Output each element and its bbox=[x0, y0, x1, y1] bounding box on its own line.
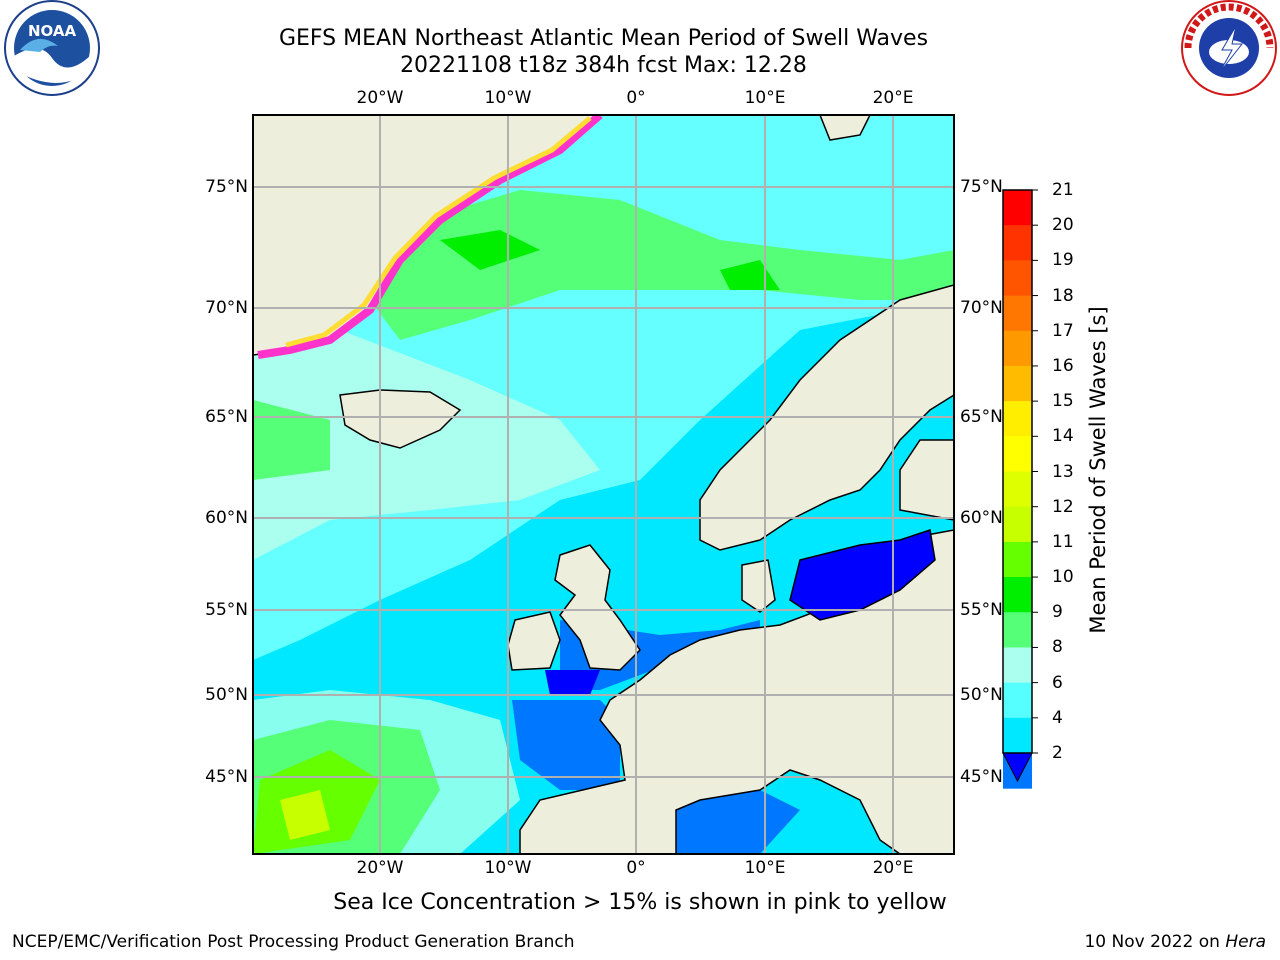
colorbar-segment bbox=[1003, 577, 1032, 613]
colorbar-tick-label: 14 bbox=[1052, 426, 1074, 447]
lat-label: 60°N bbox=[960, 508, 1003, 528]
great-britain bbox=[554, 544, 641, 671]
lon-label: 20°W bbox=[356, 858, 404, 878]
lon-label: 0° bbox=[626, 858, 646, 878]
lat-label: 50°N bbox=[205, 685, 248, 705]
colorbar-tick-label: 19 bbox=[1052, 250, 1074, 271]
colorbar-tick-label: 18 bbox=[1052, 285, 1074, 306]
colorbar-segment bbox=[1003, 225, 1032, 261]
colorbar-segment bbox=[1003, 401, 1032, 437]
sea-ice-edge bbox=[257, 115, 603, 359]
colorbar-segment bbox=[1003, 330, 1032, 367]
host-name: Hera bbox=[1225, 932, 1266, 952]
colorbar-tick-label: 20 bbox=[1052, 215, 1074, 236]
lat-label: 50°N bbox=[960, 685, 1003, 705]
sea-ice-edge-yellow bbox=[285, 116, 592, 348]
iceland bbox=[339, 389, 462, 449]
colorbar-segment bbox=[1003, 541, 1032, 578]
map-area bbox=[253, 115, 954, 854]
colorbar-tick-label: 21 bbox=[1052, 180, 1074, 200]
lat-label: 70°N bbox=[205, 298, 248, 318]
lon-label: 20°W bbox=[356, 88, 404, 108]
swell-band-2s-irish-sea bbox=[545, 670, 600, 695]
colorbar-tick-label: 10 bbox=[1052, 567, 1074, 588]
lon-label: 0° bbox=[626, 88, 646, 108]
graticule bbox=[253, 115, 954, 854]
colorbar-tick-label: 15 bbox=[1052, 391, 1074, 412]
colorbar-segment bbox=[1003, 612, 1032, 648]
colorbar-tick-label: 11 bbox=[1052, 531, 1074, 552]
svg-text:NOAA: NOAA bbox=[28, 22, 77, 40]
lon-label: 20°E bbox=[872, 88, 914, 108]
lon-label: 10°W bbox=[484, 858, 532, 878]
swell-band-10s-north bbox=[440, 230, 780, 290]
swell-band-9s-west bbox=[253, 400, 330, 480]
swell-band-4s-biscay bbox=[512, 700, 620, 790]
denmark bbox=[741, 559, 776, 613]
credit-text: NCEP/EMC/Verification Post Processing Pr… bbox=[12, 932, 575, 952]
colorbar bbox=[1003, 190, 1032, 789]
colorbar-segment bbox=[1003, 471, 1032, 508]
colorbar-segment bbox=[1003, 190, 1032, 226]
colorbar-tick-label: 2 bbox=[1052, 743, 1063, 763]
colorbar-segment bbox=[1003, 647, 1032, 684]
colorbar-tick-label: 9 bbox=[1052, 602, 1063, 623]
nws-logo bbox=[1181, 0, 1277, 96]
lon-label: 10°E bbox=[744, 858, 786, 878]
colorbar-tick-label: 17 bbox=[1052, 320, 1074, 341]
swell-band-9s-north bbox=[370, 190, 954, 340]
lat-label: 75°N bbox=[960, 177, 1003, 197]
colorbar-segment bbox=[1003, 682, 1032, 719]
sea-ice-note: Sea Ice Concentration > 15% is shown in … bbox=[333, 890, 947, 915]
date-text: 10 Nov 2022 on bbox=[1084, 932, 1226, 952]
colorbar-segment bbox=[1003, 717, 1032, 754]
chart-title: GEFS MEAN Northeast Atlantic Mean Period… bbox=[278, 26, 929, 51]
ireland bbox=[507, 611, 561, 671]
lat-label: 55°N bbox=[205, 600, 248, 620]
lat-label: 60°N bbox=[205, 508, 248, 528]
colorbar-segment bbox=[1003, 506, 1032, 543]
colorbar-tick-label: 16 bbox=[1052, 355, 1074, 376]
lat-label: 65°N bbox=[205, 407, 248, 427]
colorbar-label: Mean Period of Swell Waves [s] bbox=[1086, 306, 1110, 634]
colorbar-segment bbox=[1003, 365, 1032, 402]
colorbar-segment bbox=[1003, 260, 1032, 297]
lon-label: 10°W bbox=[484, 88, 532, 108]
lat-label: 70°N bbox=[960, 298, 1003, 318]
finland-russia bbox=[899, 439, 954, 521]
lon-label: 10°E bbox=[744, 88, 786, 108]
lat-label: 75°N bbox=[205, 177, 248, 197]
colorbar-tick-label: 8 bbox=[1052, 637, 1063, 658]
date-line: 10 Nov 2022 on Hera bbox=[1084, 932, 1266, 952]
lon-label: 20°E bbox=[872, 858, 914, 878]
swell-band-8s bbox=[253, 330, 600, 560]
lat-label: 65°N bbox=[960, 407, 1003, 427]
colorbar-segment bbox=[1003, 295, 1032, 332]
chart-subtitle: 20221108 t18z 384h fcst Max: 12.28 bbox=[400, 53, 807, 78]
noaa-logo: NOAA bbox=[4, 0, 100, 96]
colorbar-tick-label: 6 bbox=[1052, 672, 1063, 693]
lat-label: 55°N bbox=[960, 600, 1003, 620]
colorbar-tick-label: 4 bbox=[1052, 707, 1063, 728]
swell-band-12s-sw bbox=[280, 790, 330, 840]
colorbar-tick-label: 12 bbox=[1052, 496, 1074, 517]
swell-band-4s-med bbox=[676, 790, 800, 854]
map-frame bbox=[252, 114, 955, 855]
lat-label: 45°N bbox=[960, 767, 1003, 787]
lat-label: 45°N bbox=[205, 767, 248, 787]
svalbard bbox=[819, 115, 871, 141]
colorbar-tick-label: 13 bbox=[1052, 461, 1074, 482]
colorbar-segment bbox=[1003, 436, 1032, 472]
